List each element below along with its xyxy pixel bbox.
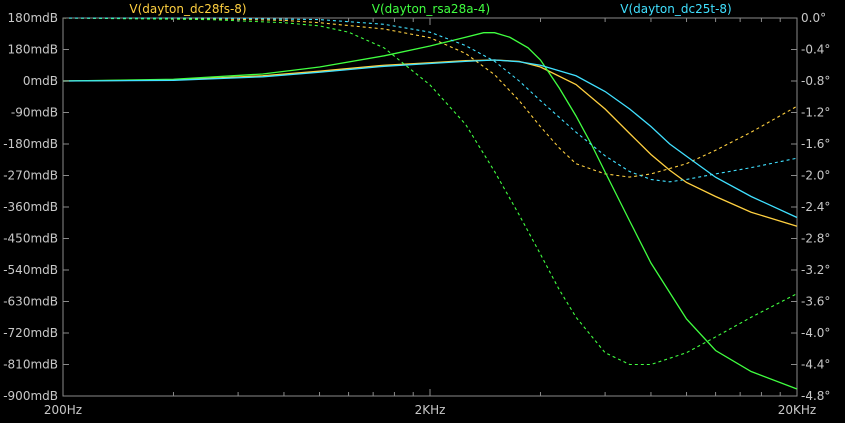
legend: V(dayton_dc28fs-8) V(dayton_rsa28a-4) V(da… xyxy=(129,2,731,16)
legend-entry-1: V(dayton_dc28fs-8) xyxy=(129,2,246,16)
y-left-tick-label: -270mdB xyxy=(3,169,58,183)
y-right-tick-label: -0.4° xyxy=(801,43,830,57)
legend-entry-2: V(dayton_rsa28a-4) xyxy=(372,2,490,16)
phase-curve-2 xyxy=(62,17,798,366)
y-right-tick-label: -4.0° xyxy=(801,326,830,340)
y-left-tick-label: 0mdB xyxy=(23,74,58,88)
x-tick-label: 2KHz xyxy=(415,403,446,417)
y-right-tick-label: -2.4° xyxy=(801,200,830,214)
y-right-tick-label: -2.0° xyxy=(801,169,830,183)
y-right-tick-label: -3.6° xyxy=(801,295,830,309)
magnitude-curve-3 xyxy=(62,59,798,219)
magnitude-curve-1 xyxy=(62,59,798,227)
y-right-tick-label: -1.2° xyxy=(801,106,830,120)
curves xyxy=(62,17,798,390)
phase-curve-3 xyxy=(63,17,798,183)
y-right-tick-label: -3.2° xyxy=(801,263,830,277)
y-right-tick-label: -4.4° xyxy=(801,358,830,372)
legend-entry-3: V(dayton_dc25t-8) xyxy=(620,2,731,16)
y-left-tick-label: -360mdB xyxy=(3,200,58,214)
y-right-tick-label: -1.6° xyxy=(801,137,830,151)
y-right-tick-label: 0.0° xyxy=(801,11,826,25)
y-left-tick-label: -540mdB xyxy=(3,263,58,277)
x-tick-label: 20KHz xyxy=(778,403,816,417)
y-left-tick-label: -720mdB xyxy=(3,326,58,340)
y-left-tick-label: -180mdB xyxy=(3,137,58,151)
y-right-tick-label: -2.8° xyxy=(801,232,830,246)
y-right-tick-label: -4.8° xyxy=(801,389,830,403)
plot-frame xyxy=(62,17,798,397)
y-left-tick-label: -630mdB xyxy=(3,295,58,309)
y-left-tick-label: -810mdB xyxy=(3,358,58,372)
y-left-tick-label: 180mdB xyxy=(8,43,58,57)
magnitude-curve-2 xyxy=(62,32,798,390)
y-left-tick-label: -90mdB xyxy=(11,106,58,120)
phase-curve-1 xyxy=(62,17,798,178)
y-right-tick-label: -0.8° xyxy=(801,74,830,88)
axes: 200Hz 2KHz 20KHz 180mdB 180mdB 0mdB -90mdB -180… xyxy=(3,11,830,417)
y-left-tick-label: -450mdB xyxy=(3,232,58,246)
x-tick-label: 200Hz xyxy=(44,403,82,417)
y-left-tick-label: 180mdB xyxy=(8,11,58,25)
y-left-tick-label: -900mdB xyxy=(3,389,58,403)
